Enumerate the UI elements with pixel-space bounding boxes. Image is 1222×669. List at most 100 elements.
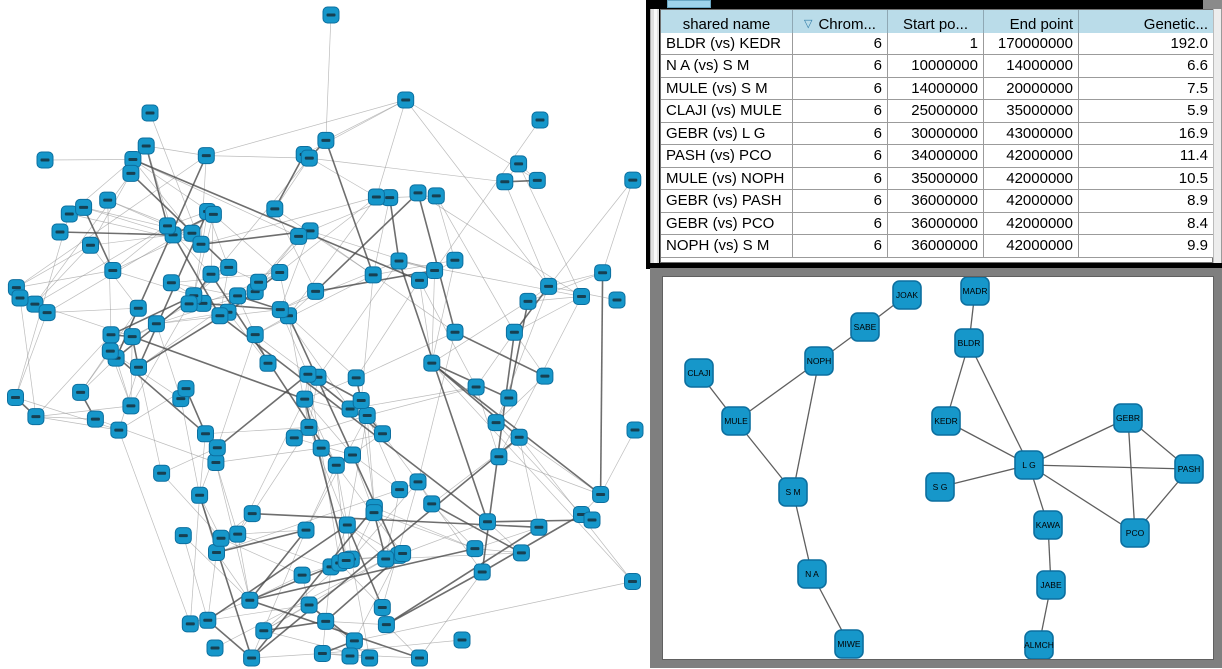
network-node[interactable] xyxy=(530,518,548,536)
table-cell[interactable]: 6 xyxy=(793,190,888,213)
network-node[interactable] xyxy=(11,289,29,307)
network-node[interactable] xyxy=(271,301,289,319)
network-node[interactable] xyxy=(296,390,314,408)
table-cell[interactable]: 25000000 xyxy=(888,100,984,123)
network-node[interactable] xyxy=(352,392,370,409)
network-node-gebr[interactable]: GEBR xyxy=(1113,403,1143,433)
network-node[interactable] xyxy=(365,504,383,522)
table-cell[interactable]: 6 xyxy=(793,100,888,123)
network-node-claji[interactable]: CLAJI xyxy=(684,358,714,388)
network-node-s-m[interactable]: S M xyxy=(778,477,808,507)
network-edge[interactable] xyxy=(1127,417,1136,534)
network-node[interactable] xyxy=(381,189,399,207)
table-cell[interactable]: 10000000 xyxy=(888,55,984,78)
network-node[interactable] xyxy=(75,198,93,216)
network-node[interactable] xyxy=(266,200,284,218)
table-cell[interactable]: 6 xyxy=(793,167,888,190)
network-node[interactable] xyxy=(500,389,518,407)
network-node[interactable] xyxy=(300,149,318,167)
table-cell[interactable]: 35000000 xyxy=(888,167,984,190)
scrollbar-thumb[interactable] xyxy=(654,9,657,263)
network-node[interactable] xyxy=(367,188,385,206)
network-node[interactable] xyxy=(202,265,220,283)
network-node[interactable] xyxy=(573,288,590,305)
network-node[interactable] xyxy=(608,291,626,309)
network-node[interactable] xyxy=(317,131,335,149)
network-node[interactable] xyxy=(220,258,238,276)
network-node[interactable] xyxy=(446,251,464,269)
network-node[interactable] xyxy=(36,151,54,169)
network-node[interactable] xyxy=(192,235,210,253)
table-cell[interactable]: 6 xyxy=(793,77,888,100)
network-node[interactable] xyxy=(423,354,441,372)
table-cell[interactable]: PASH (vs) PCO xyxy=(661,145,793,168)
filter-icon[interactable]: ▽ xyxy=(804,17,813,30)
network-node[interactable] xyxy=(426,262,444,279)
network-node[interactable] xyxy=(487,414,505,432)
table-cell[interactable]: 20000000 xyxy=(984,77,1079,100)
network-node[interactable] xyxy=(505,323,523,341)
network-node[interactable] xyxy=(374,425,391,443)
network-node-kedr[interactable]: KEDR xyxy=(931,406,961,436)
table-cell[interactable]: 6 xyxy=(793,32,888,55)
network-node[interactable] xyxy=(229,287,247,305)
network-node[interactable] xyxy=(409,184,427,202)
network-node[interactable] xyxy=(338,516,356,534)
network-node[interactable] xyxy=(626,421,644,439)
network-node-noph[interactable]: NOPH xyxy=(804,346,834,376)
network-node-n-a[interactable]: N A xyxy=(797,559,827,589)
network-node[interactable] xyxy=(345,632,363,650)
table-cell[interactable]: MULE (vs) NOPH xyxy=(661,167,793,190)
table-left-scrollbar[interactable] xyxy=(650,9,659,263)
network-node[interactable] xyxy=(300,418,318,436)
network-node[interactable] xyxy=(122,164,140,182)
network-node[interactable] xyxy=(137,137,155,155)
network-node[interactable] xyxy=(361,649,379,667)
network-node[interactable] xyxy=(102,326,120,344)
table-cell[interactable]: 6.6 xyxy=(1079,55,1214,78)
sub-network-view[interactable]: JOAK SABE NOPH CLAJI MULE MADR BLDR KEDR GEBR L G… xyxy=(662,276,1214,660)
network-node[interactable] xyxy=(7,389,24,406)
network-node[interactable] xyxy=(229,525,247,543)
network-node[interactable] xyxy=(397,91,415,109)
table-cell[interactable]: 42000000 xyxy=(984,235,1079,258)
network-node-l-g[interactable]: L G xyxy=(1014,450,1044,480)
network-node[interactable] xyxy=(255,622,273,640)
table-cell[interactable]: 6 xyxy=(793,212,888,235)
network-node[interactable] xyxy=(129,299,147,317)
network-node[interactable] xyxy=(512,544,530,562)
network-node[interactable] xyxy=(204,205,222,223)
table-cell[interactable]: 9.9 xyxy=(1079,235,1214,258)
network-node[interactable] xyxy=(208,544,225,561)
table-cell[interactable]: 14000000 xyxy=(888,77,984,100)
main-network-panel[interactable] xyxy=(0,0,646,669)
network-node[interactable] xyxy=(197,147,215,165)
network-node[interactable] xyxy=(241,591,259,609)
table-cell[interactable]: 36000000 xyxy=(888,190,984,213)
network-node[interactable] xyxy=(243,505,261,523)
table-cell[interactable]: N A (vs) S M xyxy=(661,55,793,78)
table-cell[interactable]: GEBR (vs) L G xyxy=(661,122,793,145)
network-node[interactable] xyxy=(147,315,165,333)
network-node[interactable] xyxy=(191,486,209,504)
network-node[interactable] xyxy=(519,292,537,310)
network-node[interactable] xyxy=(411,271,428,289)
network-node[interactable] xyxy=(510,155,528,173)
network-node[interactable] xyxy=(38,304,56,322)
network-node[interactable] xyxy=(466,540,484,558)
network-node[interactable] xyxy=(60,205,78,223)
network-node-pash[interactable]: PASH xyxy=(1174,454,1204,484)
table-cell[interactable]: 10.5 xyxy=(1079,167,1214,190)
network-node[interactable] xyxy=(394,545,412,562)
table-cell[interactable]: NOPH (vs) S M xyxy=(661,235,793,258)
network-node-mule[interactable]: MULE xyxy=(721,406,751,436)
network-node[interactable] xyxy=(322,6,340,24)
table-cell[interactable]: 170000000 xyxy=(984,32,1079,55)
network-node[interactable] xyxy=(110,421,128,439)
network-node[interactable] xyxy=(285,429,303,447)
network-node-pco[interactable]: PCO xyxy=(1120,518,1150,548)
network-node[interactable] xyxy=(594,264,612,282)
network-edge[interactable] xyxy=(1028,464,1190,470)
network-node[interactable] xyxy=(174,527,192,545)
network-node[interactable] xyxy=(467,378,485,396)
